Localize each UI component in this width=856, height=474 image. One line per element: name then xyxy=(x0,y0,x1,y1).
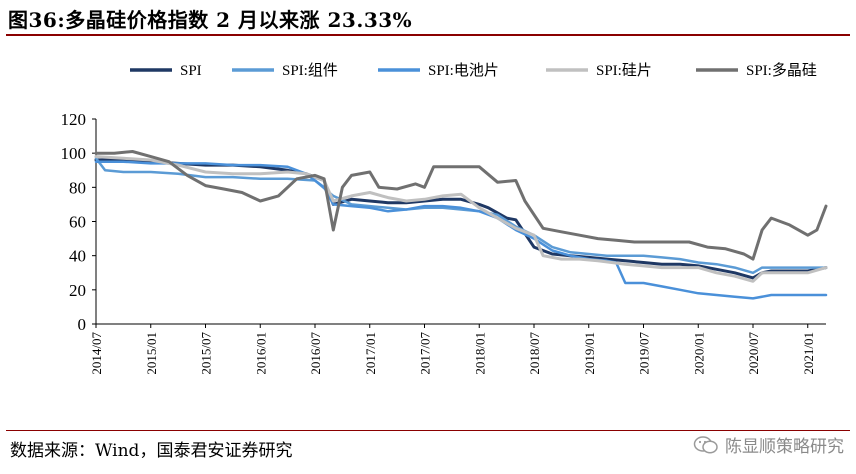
y-tick-label: 20 xyxy=(69,281,86,300)
x-tick-label: 2019/07 xyxy=(637,332,652,375)
y-tick-label: 100 xyxy=(61,144,87,163)
y-tick-label: 80 xyxy=(69,178,86,197)
legend-label: SPI:电池片 xyxy=(428,62,499,79)
x-tick-label: 2019/01 xyxy=(582,332,597,375)
series-line xyxy=(94,157,828,275)
legend-label: SPI:多晶硅 xyxy=(746,62,817,79)
y-tick-label: 0 xyxy=(78,315,87,334)
x-tick-label: 2020/01 xyxy=(691,332,706,375)
chart-title: 图36:多晶硅价格指数 2 月以来涨 23.33% xyxy=(8,8,413,32)
series-line xyxy=(94,160,828,300)
plot-area xyxy=(94,150,828,300)
x-tick-label: 2014/07 xyxy=(89,332,104,375)
series-line xyxy=(94,155,828,283)
source-note: 数据来源：Wind，国泰君安证券研究 xyxy=(10,441,293,461)
wechat-icon xyxy=(693,435,718,454)
y-axis: 0 20 40 60 80 100 120 xyxy=(61,110,97,334)
x-tick-label: 2017/07 xyxy=(418,332,433,375)
legend-label: SPI xyxy=(180,63,202,79)
x-tick-label: 2018/01 xyxy=(472,332,487,375)
x-tick-label: 2017/01 xyxy=(363,332,378,375)
watermark: 陈显顺策略研究 xyxy=(693,432,844,457)
series-line xyxy=(94,150,828,261)
chart-legend: SPI SPI:组件 SPI:电池片 SPI:硅片 SPI:多晶硅 xyxy=(130,62,817,79)
y-tick-label: 120 xyxy=(61,110,87,129)
x-tick-label: 2016/07 xyxy=(308,332,323,375)
x-tick-label: 2016/01 xyxy=(253,332,268,375)
line-chart: SPI SPI:组件 SPI:电池片 SPI:硅片 SPI:多晶硅 0 20 40 60 80 1… xyxy=(61,62,828,375)
x-tick-label: 2018/07 xyxy=(527,332,542,375)
x-tick-label: 2021/01 xyxy=(801,332,816,375)
title-divider xyxy=(6,34,850,36)
x-tick-label: 2020/07 xyxy=(746,332,761,375)
legend-label: SPI:组件 xyxy=(282,62,338,79)
y-tick-label: 60 xyxy=(69,213,86,232)
series-line xyxy=(94,158,828,280)
x-axis: 2014/07 2015/01 2015/07 2016/01 2016/07 2017/… xyxy=(89,323,826,375)
x-tick-label: 2015/07 xyxy=(199,332,214,375)
footer-divider xyxy=(6,430,850,431)
watermark-text: 陈显顺策略研究 xyxy=(725,437,844,457)
x-tick-label: 2015/01 xyxy=(144,332,159,375)
legend-label: SPI:硅片 xyxy=(596,62,652,79)
y-tick-label: 40 xyxy=(69,247,86,266)
